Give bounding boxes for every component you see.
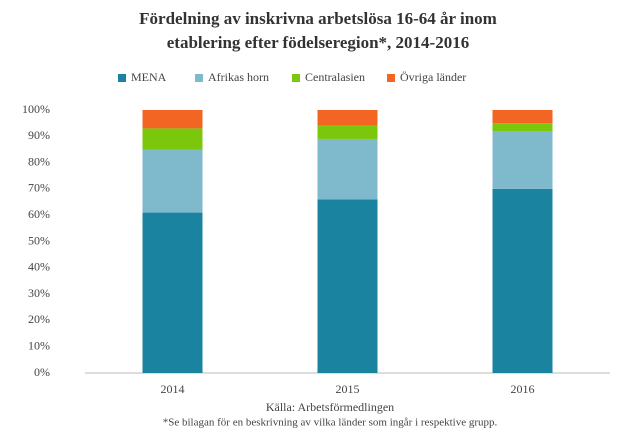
bar-segment (492, 123, 553, 132)
y-tick-label: 70% (28, 181, 50, 195)
y-tick-label: 60% (28, 207, 50, 221)
x-tick-label: 2015 (336, 382, 360, 396)
y-tick-label: 90% (28, 128, 50, 142)
y-tick-label: 100% (22, 102, 50, 116)
bar-segment (142, 149, 203, 213)
bar-segment (492, 188, 553, 373)
bar-segment (142, 110, 203, 129)
y-tick-label: 10% (28, 338, 50, 352)
legend-swatch (195, 74, 203, 82)
y-tick-label: 30% (28, 286, 50, 300)
bar-segment (492, 110, 553, 124)
y-tick-label: 20% (28, 312, 50, 326)
chart-title: Fördelning av inskrivna arbetslösa 16-64… (139, 9, 497, 28)
bar-segment (317, 110, 378, 126)
bar-segment (317, 138, 378, 200)
legend-swatch (292, 74, 300, 82)
source: Källa: Arbetsförmedlingen (266, 400, 394, 414)
legend-label: Övriga länder (400, 70, 466, 84)
x-tick-label: 2016 (511, 382, 535, 396)
y-tick-label: 0% (34, 365, 50, 379)
x-tick-label: 2014 (161, 382, 185, 396)
y-tick-label: 50% (28, 233, 50, 247)
bar-segment (317, 199, 378, 373)
bar-segment (142, 128, 203, 150)
legend-swatch (387, 74, 395, 82)
legend-label: Centralasien (305, 70, 365, 84)
legend-label: MENA (131, 70, 167, 84)
y-tick-label: 40% (28, 260, 50, 274)
legend-swatch (118, 74, 126, 82)
note: *Se bilagan för en beskrivning av vilka … (163, 417, 498, 429)
bar-segment (317, 125, 378, 139)
chart-title: etablering efter födelseregion*, 2014-20… (167, 33, 469, 52)
bar-segment (142, 212, 203, 373)
y-tick-label: 80% (28, 154, 50, 168)
legend-label: Afrikas horn (208, 70, 269, 84)
bar-segment (492, 131, 553, 189)
